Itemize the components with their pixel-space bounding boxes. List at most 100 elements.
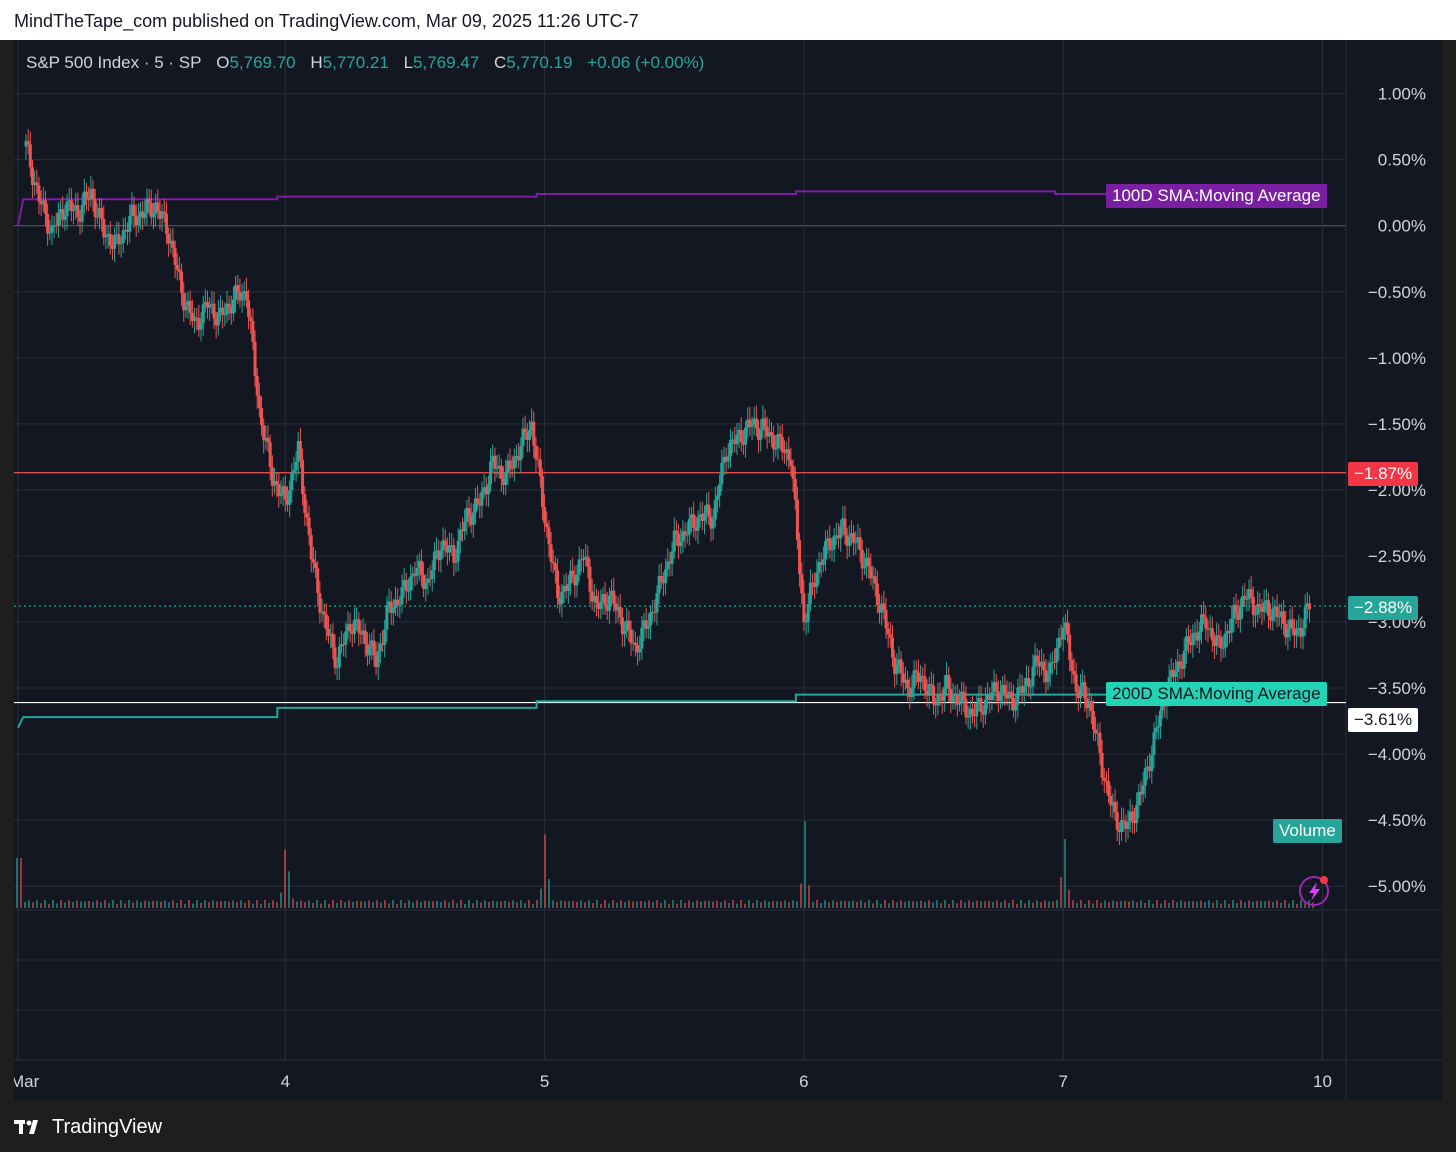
candle-body <box>337 646 341 668</box>
volume-tag[interactable]: Volume <box>1273 819 1342 843</box>
volume-bar <box>520 900 522 908</box>
candle-body <box>1137 791 1141 806</box>
volume-bar <box>1012 900 1014 908</box>
volume-bar <box>432 901 434 908</box>
red-level-tag[interactable]: −1.87% <box>1348 462 1419 486</box>
candle-body <box>372 640 376 656</box>
candle-body <box>1264 600 1268 603</box>
volume-bar <box>60 900 62 908</box>
symbol-name[interactable]: S&P 500 Index · 5 · SP <box>26 53 202 72</box>
candle-body <box>339 644 343 647</box>
volume-bar <box>316 900 318 908</box>
candle-body <box>869 566 873 579</box>
candle-body <box>575 574 579 586</box>
volume-bar <box>572 900 574 908</box>
candle-body <box>199 323 203 330</box>
candle-body <box>1275 606 1279 618</box>
candle-body <box>1124 821 1128 829</box>
candle-body <box>642 620 646 628</box>
volume-bar <box>232 900 234 908</box>
candle-body <box>80 205 84 222</box>
candle-body <box>549 544 553 563</box>
candle-body <box>1018 686 1022 688</box>
chart-frame[interactable]: 1.00% 0.50% 0.00% −0.50% −1.00% −1.50% −2.00% −… <box>14 40 1442 1100</box>
candle-body <box>834 535 838 537</box>
candle-body <box>1029 686 1033 688</box>
candle-body <box>504 471 508 486</box>
volume-bar <box>196 900 198 908</box>
volume-bar <box>1148 900 1150 908</box>
candle-body <box>24 141 28 147</box>
high-value: 5,770.21 <box>322 53 389 72</box>
candle-body <box>361 630 365 635</box>
close-label: C <box>493 53 507 72</box>
volume-bar <box>248 900 250 908</box>
candle-body <box>713 499 717 520</box>
candle-body <box>1053 661 1057 663</box>
candle-body <box>305 512 309 518</box>
volume-bar <box>988 900 990 908</box>
volume-bar <box>504 900 506 908</box>
candle-body <box>562 585 566 592</box>
volume-bar <box>848 901 850 908</box>
candle-body <box>272 481 276 486</box>
candle-body <box>130 204 134 216</box>
white-level-tag[interactable]: −3.61% <box>1348 708 1419 732</box>
candle-body <box>657 575 661 593</box>
candle-body <box>648 612 652 626</box>
volume-bar <box>784 900 786 908</box>
candle-body <box>1130 811 1134 820</box>
candle-body <box>495 467 499 469</box>
candle-body <box>826 538 830 542</box>
candle-body <box>1050 661 1054 663</box>
candle-body <box>551 562 555 564</box>
candle-body <box>193 317 197 321</box>
sma100-tag[interactable]: 100D SMA:Moving Average <box>1106 184 1327 208</box>
candle-body <box>886 628 890 635</box>
candle-body <box>638 648 642 653</box>
volume-bar <box>1216 900 1218 908</box>
volume-bar <box>1256 900 1258 908</box>
candle-body <box>97 207 101 217</box>
volume-bar <box>1136 902 1138 908</box>
candle-body <box>1262 602 1266 612</box>
volume-bar <box>312 902 314 908</box>
candle-body <box>778 434 782 438</box>
current-level-tag[interactable]: −2.88% <box>1348 596 1419 620</box>
volume-bar <box>276 902 278 908</box>
volume-bar <box>472 903 474 908</box>
candle-body <box>690 514 694 520</box>
candle-body <box>1098 732 1102 753</box>
candle-body <box>1208 628 1212 630</box>
volume-bar <box>76 900 78 908</box>
candle-body <box>1303 607 1307 629</box>
candle-body <box>175 265 179 270</box>
candle-body <box>428 578 432 580</box>
volume-bar <box>1188 901 1190 908</box>
candle-body <box>493 455 497 469</box>
candle-body <box>1024 678 1028 686</box>
volume-bar <box>808 885 810 908</box>
candle-body <box>787 449 791 460</box>
volume-bar <box>392 900 394 908</box>
candle-body <box>91 188 95 200</box>
candle-body <box>208 304 212 308</box>
candle-body <box>1145 766 1149 768</box>
volume-bar <box>568 901 570 908</box>
candle-body <box>536 459 540 461</box>
volume-bar <box>1140 900 1142 908</box>
volume-bar <box>176 903 178 908</box>
volume-bar <box>936 900 938 908</box>
candle-body <box>422 575 426 589</box>
volume-bar <box>580 900 582 908</box>
candle-body <box>664 569 668 584</box>
candle-body <box>143 212 147 219</box>
price-chart[interactable]: 1.00%0.50%0.00%−0.50%−1.00%−1.50%−2.00%−… <box>14 40 1442 1100</box>
sma200-tag[interactable]: 200D SMA:Moving Average <box>1106 682 1327 706</box>
volume-bar <box>256 900 258 908</box>
candle-body <box>711 519 715 529</box>
lightning-alert-icon[interactable] <box>1299 876 1329 906</box>
volume-bar <box>1260 901 1262 908</box>
candle-body <box>180 271 184 293</box>
candle-body <box>610 590 614 596</box>
